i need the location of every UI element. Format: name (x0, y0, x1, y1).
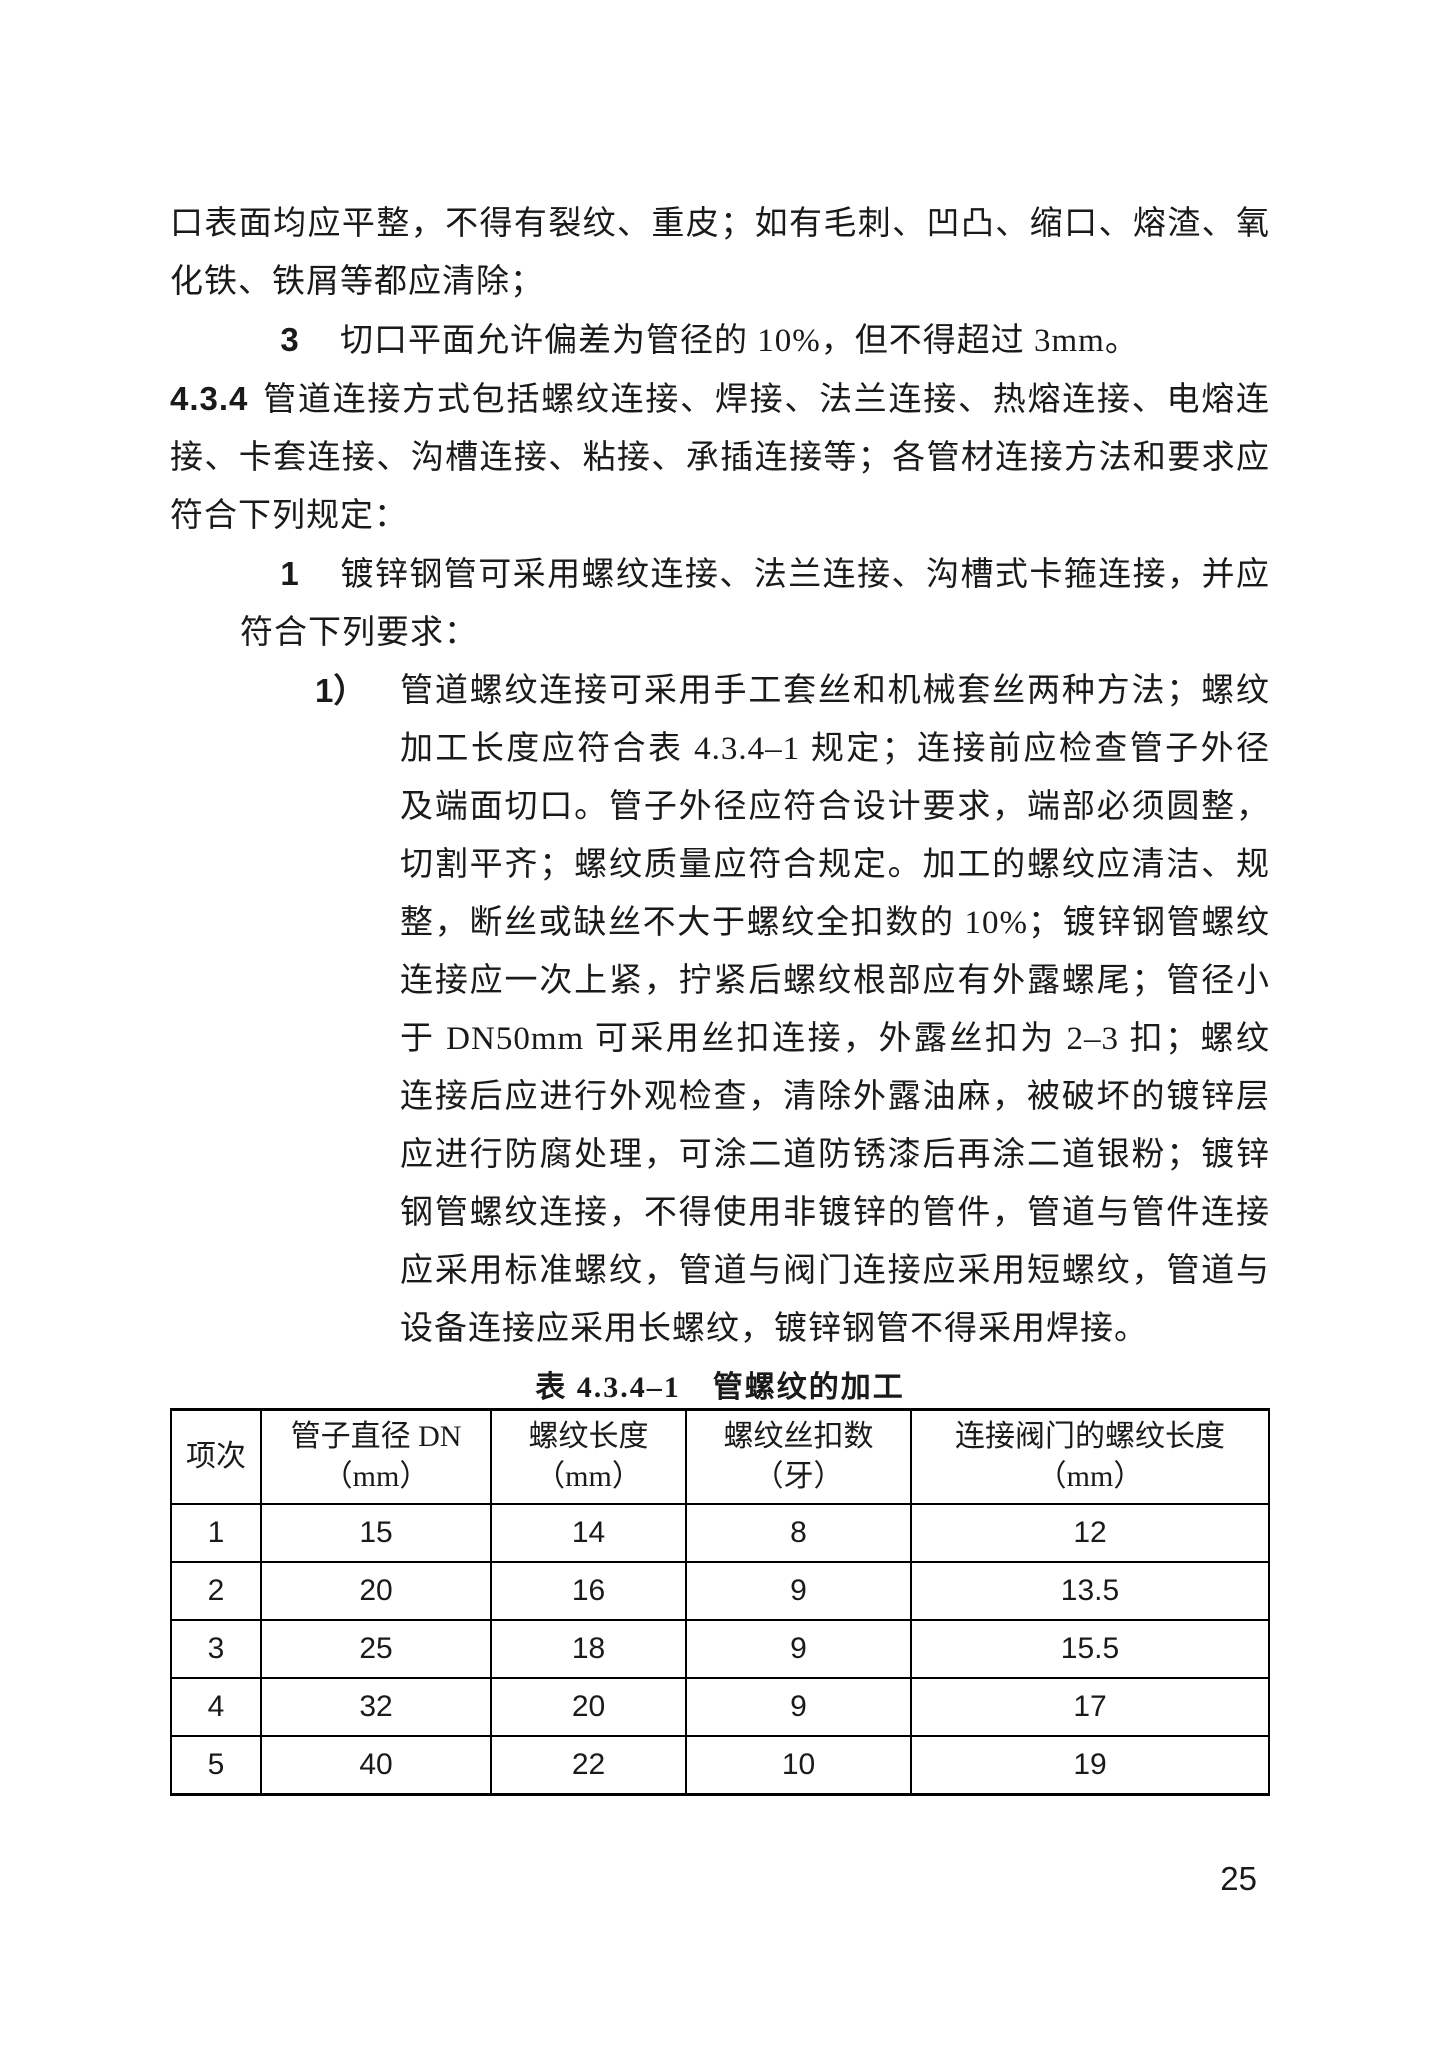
table-cell: 9 (686, 1620, 911, 1678)
table-cell: 32 (261, 1678, 491, 1736)
table-cell: 14 (491, 1504, 686, 1562)
table-cell: 9 (686, 1562, 911, 1620)
table-header: 项次 (171, 1410, 261, 1505)
list-item-3: 3切口平面允许偏差为管径的 10%，但不得超过 3mm。 (170, 311, 1270, 370)
page-number: 25 (1220, 1860, 1257, 1898)
table-cell: 3 (171, 1620, 261, 1678)
table-cell: 25 (261, 1620, 491, 1678)
table-cell: 2 (171, 1562, 261, 1620)
table-cell: 10 (686, 1736, 911, 1795)
clause-4-3-4: 4.3.4管道连接方式包括螺纹连接、焊接、法兰连接、热熔连接、电熔连接、卡套连接… (170, 370, 1270, 545)
item-text: 切口平面允许偏差为管径的 10%，但不得超过 3mm。 (340, 323, 1139, 359)
table-cell: 20 (261, 1562, 491, 1620)
table-cell: 5 (171, 1736, 261, 1795)
table-cell: 15.5 (911, 1620, 1269, 1678)
table-cell: 17 (911, 1678, 1269, 1736)
table-cell: 9 (686, 1678, 911, 1736)
list-item-1: 1镀锌钢管可采用螺纹连接、法兰连接、沟槽式卡箍连接，并应符合下列要求： (170, 545, 1270, 662)
page-content: 口表面均应平整，不得有裂纹、重皮；如有毛刺、凹凸、缩口、熔渣、氧化铁、铁屑等都应… (170, 195, 1270, 1796)
table-row: 3 25 18 9 15.5 (171, 1620, 1269, 1678)
table-cell: 19 (911, 1736, 1269, 1795)
table-cell: 15 (261, 1504, 491, 1562)
sub-item-text: 管道螺纹连接可采用手工套丝和机械套丝两种方法；螺纹加工长度应符合表 4.3.4–… (400, 662, 1270, 1358)
table-cell: 16 (491, 1562, 686, 1620)
item-text: 镀锌钢管可采用螺纹连接、法兰连接、沟槽式卡箍连接，并应符合下列要求： (240, 557, 1270, 651)
clause-text: 管道连接方式包括螺纹连接、焊接、法兰连接、热熔连接、电熔连接、卡套连接、沟槽连接… (170, 382, 1270, 534)
table-row: 1 15 14 8 12 (171, 1504, 1269, 1562)
item-number: 3 (240, 311, 340, 369)
clause-number: 4.3.4 (170, 370, 248, 428)
table-cell: 13.5 (911, 1562, 1269, 1620)
table-header-row: 项次 管子直径 DN（mm） 螺纹长度（mm） 螺纹丝扣数（牙） 连接阀门的螺纹… (171, 1410, 1269, 1505)
table-cell: 8 (686, 1504, 911, 1562)
table-cell: 12 (911, 1504, 1269, 1562)
table-caption: 表 4.3.4–1 管螺纹的加工 (170, 1362, 1270, 1406)
table-cell: 18 (491, 1620, 686, 1678)
table-header: 螺纹丝扣数（牙） (686, 1410, 911, 1505)
table-body: 1 15 14 8 12 2 20 16 9 13.5 3 25 18 9 15… (171, 1504, 1269, 1795)
table-header: 管子直径 DN（mm） (261, 1410, 491, 1505)
table-header: 螺纹长度（mm） (491, 1410, 686, 1505)
sub-item-number: 1） (315, 662, 400, 1358)
table-row: 2 20 16 9 13.5 (171, 1562, 1269, 1620)
table-cell: 20 (491, 1678, 686, 1736)
item-number: 1 (240, 545, 340, 603)
table-header: 连接阀门的螺纹长度（mm） (911, 1410, 1269, 1505)
table-cell: 40 (261, 1736, 491, 1795)
table-cell: 22 (491, 1736, 686, 1795)
table-cell: 4 (171, 1678, 261, 1736)
table-row: 4 32 20 9 17 (171, 1678, 1269, 1736)
table-row: 5 40 22 10 19 (171, 1736, 1269, 1795)
thread-table: 项次 管子直径 DN（mm） 螺纹长度（mm） 螺纹丝扣数（牙） 连接阀门的螺纹… (170, 1408, 1270, 1796)
table-cell: 1 (171, 1504, 261, 1562)
paragraph-continuation: 口表面均应平整，不得有裂纹、重皮；如有毛刺、凹凸、缩口、熔渣、氧化铁、铁屑等都应… (170, 195, 1270, 311)
sub-item-1: 1） 管道螺纹连接可采用手工套丝和机械套丝两种方法；螺纹加工长度应符合表 4.3… (170, 662, 1270, 1358)
